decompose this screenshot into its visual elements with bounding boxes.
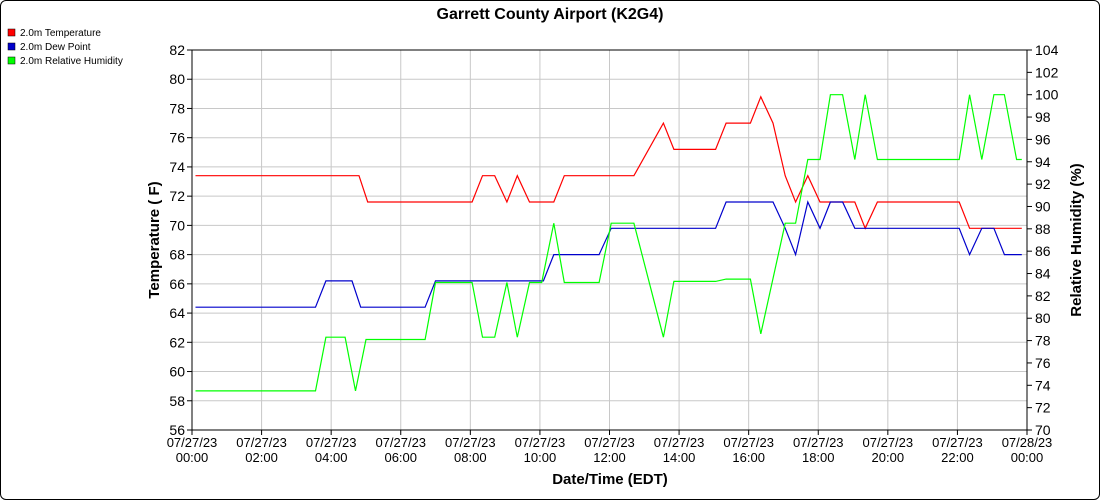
chart-title: Garrett County Airport (K2G4): [437, 6, 664, 23]
y2-tick-label: 88: [1035, 221, 1051, 237]
x-tick-label-time: 14:00: [663, 450, 696, 465]
legend-swatch-dew-point: [7, 42, 16, 51]
y2-tick-label: 74: [1035, 377, 1051, 393]
x-tick-label-time: 08:00: [454, 450, 487, 465]
grid-layer: [191, 49, 1028, 431]
x-tick-label-date: 07/27/23: [236, 435, 287, 450]
y-tick-label: 74: [169, 159, 185, 175]
legend-swatch-relative-humidity: [7, 56, 16, 65]
y2-tick-label: 104: [1035, 42, 1059, 58]
legend-label-relative-humidity: 2.0m Relative Humidity: [20, 56, 123, 67]
y-tick-label: 72: [169, 188, 185, 204]
x-tick-label-time: 20:00: [872, 450, 905, 465]
x-tick-label-date: 07/27/23: [584, 435, 635, 450]
x-tick-label-date: 07/27/23: [445, 435, 496, 450]
y2-tick-label: 72: [1035, 400, 1051, 416]
y-tick-label: 62: [169, 334, 185, 350]
y-tick-label: 56: [169, 422, 185, 438]
y-tick-label: 66: [169, 276, 185, 292]
y-tick-label: 78: [169, 100, 185, 116]
y2-tick-label: 86: [1035, 243, 1051, 259]
y-axis-title: Temperature ( F): [146, 181, 163, 298]
temperature-line: [195, 95, 1022, 230]
y2-tick-label: 96: [1035, 131, 1051, 147]
dew-point-line: [195, 200, 1022, 308]
x-tick-label-time: 06:00: [384, 450, 417, 465]
legend-label-temperature: 2.0m Temperature: [20, 28, 101, 39]
legend-label-dew-point: 2.0m Dew Point: [20, 42, 91, 53]
x-tick-label-date: 07/27/23: [793, 435, 844, 450]
y2-tick-label: 94: [1035, 154, 1051, 170]
y2-tick-label: 102: [1035, 64, 1059, 80]
x-tick-label-time: 02:00: [245, 450, 278, 465]
x-tick-label-date: 07/27/23: [863, 435, 914, 450]
x-tick-label-time: 10:00: [524, 450, 557, 465]
x-tick-label-time: 12:00: [593, 450, 626, 465]
x-tick-label-time: 00:00: [176, 450, 209, 465]
x-tick-label-date: 07/28/23: [1002, 435, 1053, 450]
y2-tick-label: 70: [1035, 422, 1051, 438]
y-tick-label: 76: [169, 130, 185, 146]
x-tick-label-date: 07/27/23: [167, 435, 218, 450]
y2-tick-label: 76: [1035, 355, 1051, 371]
x-tick-label-time: 22:00: [941, 450, 974, 465]
y2-axis-title: Relative Humidity (%): [1068, 163, 1085, 316]
series-layer: [195, 94, 1022, 392]
legend-swatch-temperature: [7, 28, 16, 37]
y-tick-label: 60: [169, 364, 185, 380]
relative-humidity-line: [195, 94, 1022, 392]
y2-tick-label: 100: [1035, 87, 1059, 103]
x-tick-label-date: 07/27/23: [306, 435, 357, 450]
y-tick-label: 68: [169, 247, 185, 263]
y2-tick-label: 90: [1035, 198, 1051, 214]
y2-tick-label: 84: [1035, 266, 1051, 282]
y2-tick-label: 80: [1035, 310, 1051, 326]
y-tick-label: 64: [169, 305, 185, 321]
x-tick-label-time: 18:00: [802, 450, 835, 465]
x-tick-label-date: 07/27/23: [515, 435, 566, 450]
x-tick-label-date: 07/27/23: [654, 435, 705, 450]
y-tick-label: 82: [169, 42, 185, 58]
x-tick-label-time: 04:00: [315, 450, 348, 465]
legend: 2.0m Temperature 2.0m Dew Point 2.0m Rel…: [7, 28, 123, 67]
y2-tick-label: 78: [1035, 333, 1051, 349]
y2-tick-label: 98: [1035, 109, 1051, 125]
y-tick-label: 80: [169, 71, 185, 87]
x-tick-label-time: 16:00: [732, 450, 765, 465]
x-axis-title: Date/Time (EDT): [552, 471, 668, 488]
x-tick-label-time: 00:00: [1011, 450, 1044, 465]
x-tick-label-date: 07/27/23: [932, 435, 983, 450]
y-tick-label: 70: [169, 217, 185, 233]
x-tick-label-date: 07/27/23: [375, 435, 426, 450]
y2-tick-label: 92: [1035, 176, 1051, 192]
x-tick-label-date: 07/27/23: [723, 435, 774, 450]
y2-tick-label: 82: [1035, 288, 1051, 304]
ticks-layer: 56 58 60 62 64 66 68 70 72 74 76 78 80 82 70 72 74 76 78 80…: [167, 42, 1059, 465]
y-tick-label: 58: [169, 393, 185, 409]
